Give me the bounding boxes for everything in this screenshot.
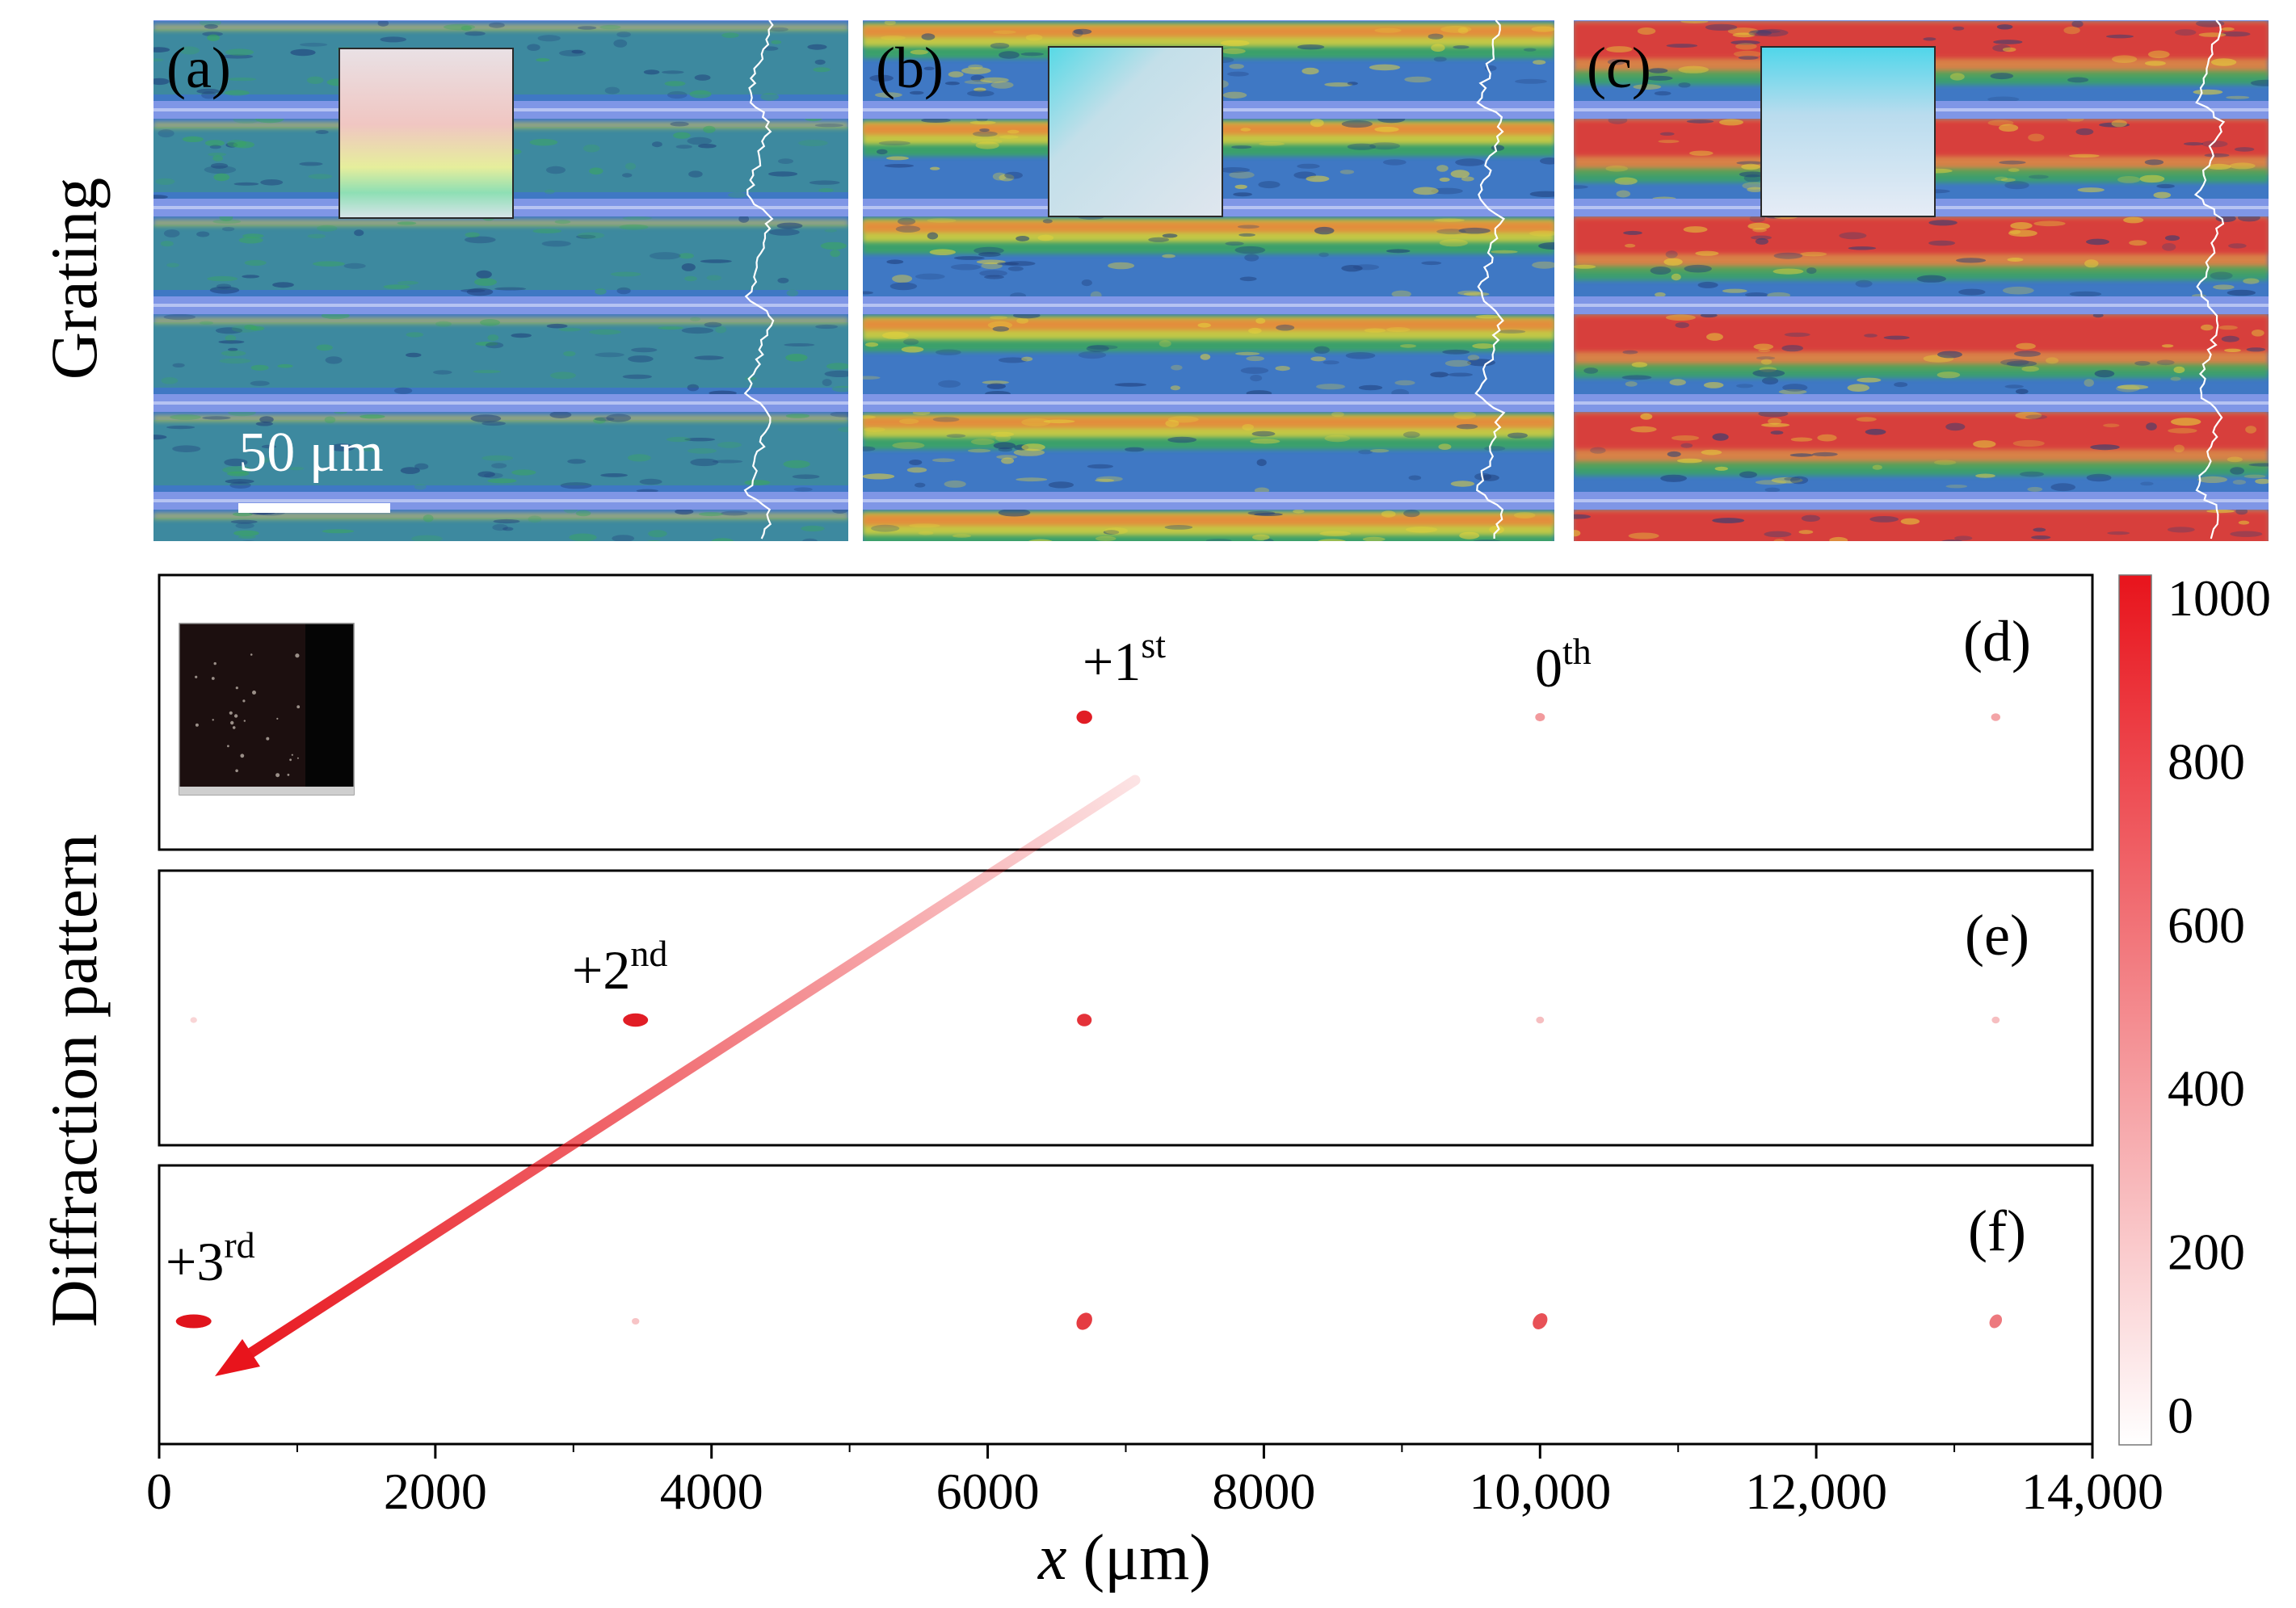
x-axis: 0 2000 4000 6000 8000 10,000 12,000 14,000	[146, 1444, 2164, 1520]
spot-e-4	[1991, 1016, 2000, 1024]
order-label-plus3: +3rd	[166, 1224, 255, 1292]
panel-tag-e: (e)	[1965, 903, 2029, 968]
x-tick-label: 10,000	[1469, 1463, 1611, 1520]
x-tick-label: 2000	[384, 1463, 487, 1520]
colorbar-tick-label: 800	[2168, 733, 2245, 790]
order-shift-arrow	[215, 775, 1141, 1376]
spot-f-0	[175, 1314, 212, 1329]
sample-photo-inset	[1048, 46, 1223, 217]
grating-panel-a: (a)	[153, 19, 848, 541]
grating-panel-c: (c)	[1574, 19, 2269, 541]
diffraction-panels	[158, 573, 2094, 1446]
order-label-zero: 0th	[1535, 631, 1592, 699]
row-label-diffraction: Diffraction pattern	[37, 833, 111, 1328]
x-tick-label: 6000	[936, 1463, 1040, 1520]
scale-bar-label: 50 μm	[238, 422, 383, 484]
diffraction-spots	[175, 710, 2003, 1330]
spot-f-2	[1076, 1312, 1092, 1330]
spot-d-0	[1076, 710, 1092, 724]
spot-f-1	[632, 1318, 640, 1325]
colorbar	[2118, 574, 2152, 1446]
panel-tag-a: (a)	[166, 36, 231, 100]
spot-d-1	[1535, 712, 1545, 722]
grating-panel-b: (b)	[863, 19, 1554, 541]
colorbar-tick-label: 600	[2168, 896, 2245, 954]
colorbar-ticks: 0 200 400 600 800 1000	[2168, 569, 2271, 1444]
colorbar-tick-label: 1000	[2168, 569, 2271, 627]
x-tick-label: 12,000	[1745, 1463, 1887, 1520]
sample-photo-inset	[1760, 46, 1936, 217]
row-label-grating: Grating	[37, 177, 111, 380]
spot-e-1	[623, 1013, 649, 1027]
spot-e-3	[1536, 1016, 1545, 1024]
panel-tag-b: (b)	[876, 36, 944, 100]
x-axis-title: x (μm)	[1037, 1522, 1211, 1593]
order-label-plus2: +2nd	[572, 933, 667, 1001]
spot-f-4	[1989, 1314, 2003, 1329]
x-tick-label: 4000	[660, 1463, 763, 1520]
x-tick-label: 8000	[1212, 1463, 1315, 1520]
diffraction-panel-d	[158, 573, 2094, 851]
panel-tag-d: (d)	[1963, 609, 2031, 674]
x-tick-label: 14,000	[2021, 1463, 2164, 1520]
scale-bar: 50 μm	[238, 422, 390, 513]
diffraction-panel-f	[158, 1164, 2094, 1446]
x-tick-label: 0	[146, 1463, 172, 1520]
colorbar-tick-label: 0	[2168, 1387, 2193, 1444]
spot-d-2	[1991, 713, 2000, 721]
order-label-plus1: +1st	[1083, 624, 1166, 692]
sample-photo-inset	[339, 48, 514, 219]
spot-e-2	[1077, 1014, 1092, 1027]
panel-tag-f: (f)	[1968, 1199, 2026, 1263]
colorbar-tick-label: 400	[2168, 1060, 2245, 1117]
diffraction-panel-e	[158, 869, 2094, 1147]
diffraction-photo-inset	[179, 623, 355, 796]
spot-e-0	[190, 1017, 197, 1023]
colorbar-tick-label: 200	[2168, 1224, 2245, 1281]
spot-f-3	[1533, 1313, 1548, 1329]
panel-tag-c: (c)	[1587, 36, 1651, 100]
